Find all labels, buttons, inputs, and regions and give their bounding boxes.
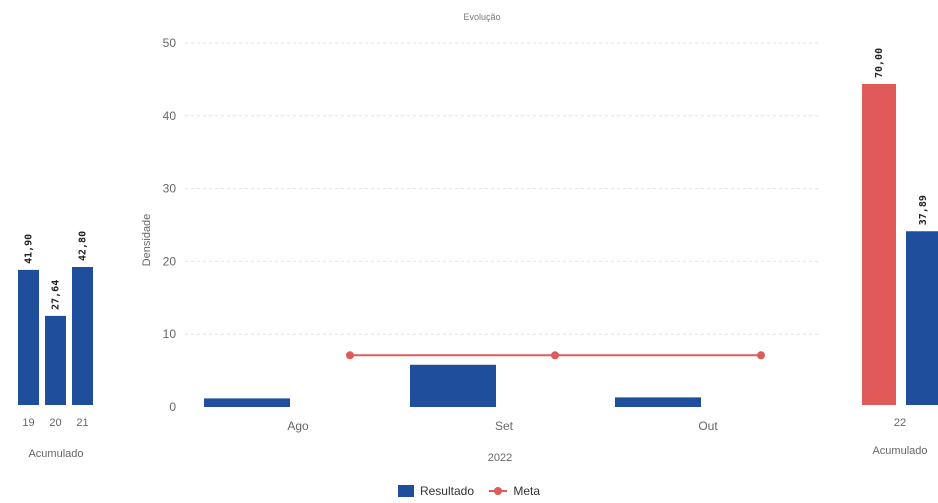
left-bar-19	[18, 269, 39, 405]
left-value-label-21: 42,80	[78, 231, 89, 261]
bar-Set	[410, 364, 496, 407]
right-tick-label-22: 22	[894, 417, 906, 429]
legend-item-resultado[interactable]: Resultado	[397, 484, 474, 498]
legend-swatch-meta	[489, 485, 508, 497]
left-tick-label-21: 21	[76, 417, 88, 429]
bar-Ago	[204, 398, 290, 407]
x-tick-label-Out: Out	[698, 419, 718, 433]
x-tick-label-Set: Set	[495, 419, 514, 433]
y-tick-label-30: 30	[163, 182, 177, 196]
legend-label-resultado: Resultado	[419, 484, 474, 498]
meta-point-Out	[757, 351, 765, 360]
left-bar-20	[45, 315, 66, 405]
chart-canvas: 41,90 19 27,64 20 42,80 21 Acumulado Evolução 0 1…	[18, 12, 938, 464]
x-tick-label-Ago: Ago	[287, 419, 309, 433]
left-value-label-20: 27,64	[51, 280, 62, 310]
meta-point-Set	[551, 351, 559, 360]
bar-value-label-Ago: 1,18	[236, 387, 257, 399]
right-bar-meta	[862, 84, 896, 405]
y-tick-label-0: 0	[169, 400, 176, 414]
left-value-label-19: 41,90	[24, 234, 35, 264]
legend: Resultado Meta	[0, 484, 938, 500]
left-tick-label-20: 20	[49, 417, 61, 429]
x-axis-label: 2022	[488, 452, 512, 464]
left-bar-21	[72, 267, 93, 405]
y-tick-label-40: 40	[163, 109, 177, 123]
left-tick-label-19: 19	[22, 417, 34, 429]
legend-swatch-resultado	[397, 485, 414, 497]
y-tick-label-20: 20	[163, 254, 177, 268]
bar-value-label-Out: 1,32	[647, 386, 668, 398]
left-axis-label: Acumulado	[28, 448, 83, 460]
legend-label-meta: Meta	[513, 484, 541, 498]
right-axis-label: Acumulado	[872, 445, 927, 457]
y-axis-label: Densidade	[141, 214, 153, 267]
y-tick-label-10: 10	[163, 327, 177, 341]
bar-value-label-Set: 5,80	[442, 354, 463, 366]
legend-item-meta[interactable]: Meta	[489, 484, 540, 498]
y-tick-label-50: 50	[163, 36, 177, 50]
meta-point-Ago	[346, 351, 354, 360]
right-value-label-resultado: 37,89	[918, 195, 929, 225]
bar-Out	[615, 397, 701, 407]
right-value-label-meta: 70,00	[874, 48, 885, 78]
right-bar-resultado	[906, 231, 938, 405]
chart-title: Evolução	[463, 12, 500, 22]
